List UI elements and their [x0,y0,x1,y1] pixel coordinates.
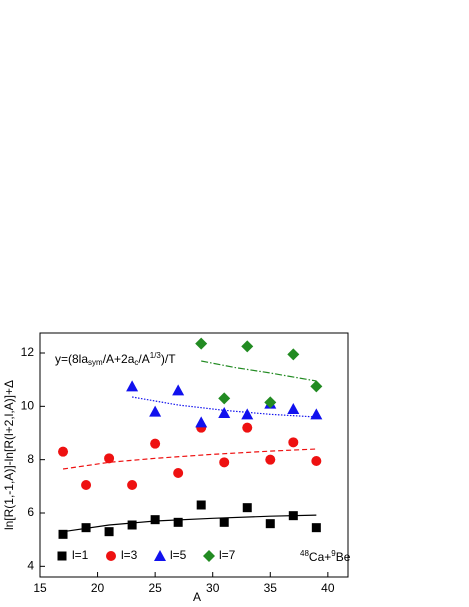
marker [310,380,323,393]
legend-label: l=3 [121,548,138,562]
marker [265,519,275,529]
marker [58,529,68,539]
fit-line [62,514,317,533]
fit-line [201,360,317,382]
marker [310,408,323,420]
x-tick-label: 25 [148,581,162,595]
marker [264,396,277,409]
plot-frame [39,332,349,578]
marker [127,520,137,530]
marker [150,515,160,525]
x-tick-label: 35 [264,581,278,595]
marker [172,384,185,396]
marker [241,408,254,420]
marker [219,517,229,527]
marker [195,416,208,428]
fit-line [62,448,317,470]
marker [195,337,208,350]
marker [288,437,299,448]
marker [173,517,183,527]
system-label: 48Ca+9Be [300,549,351,564]
legend-marker [154,550,166,561]
x-tick-label: 20 [91,581,105,595]
x-tick-label: 15 [33,581,47,595]
marker [288,511,298,521]
marker [241,340,254,353]
y-tick-label: 4 [27,559,34,573]
legend-marker [106,551,116,561]
marker [287,403,300,414]
marker [242,422,253,433]
annotation: y=(8lasym/A+2ac/A1/3)/T [55,351,176,367]
marker [219,457,230,468]
marker [104,453,115,464]
marker [81,523,91,533]
marker [218,392,231,405]
y-tick-label: 8 [27,452,34,466]
x-tick-label: 30 [206,581,220,595]
marker [173,468,184,478]
marker [218,407,231,418]
y-axis-label: ln[R(1,-1,A)]-ln[R(l+2,l,A)]+Δ [2,380,16,530]
x-tick-label: 40 [321,581,335,595]
marker [149,405,162,417]
legend-label: l=7 [219,548,236,562]
marker [242,503,252,513]
marker [58,446,69,457]
x-axis-label: A [193,590,201,604]
marker [287,348,300,361]
y-tick-label: 12 [21,345,35,359]
legend-marker [57,551,67,561]
marker [311,456,322,466]
marker [150,438,161,449]
marker [81,480,92,490]
y-tick-label: 6 [27,505,34,519]
marker [311,523,321,533]
marker [126,380,139,392]
legend-marker [203,550,215,562]
marker [127,480,138,490]
legend-label: l=5 [170,548,187,562]
marker [104,527,114,537]
y-tick-label: 10 [21,399,35,413]
marker [196,500,206,510]
legend-label: l=1 [72,548,89,562]
marker [265,454,276,465]
